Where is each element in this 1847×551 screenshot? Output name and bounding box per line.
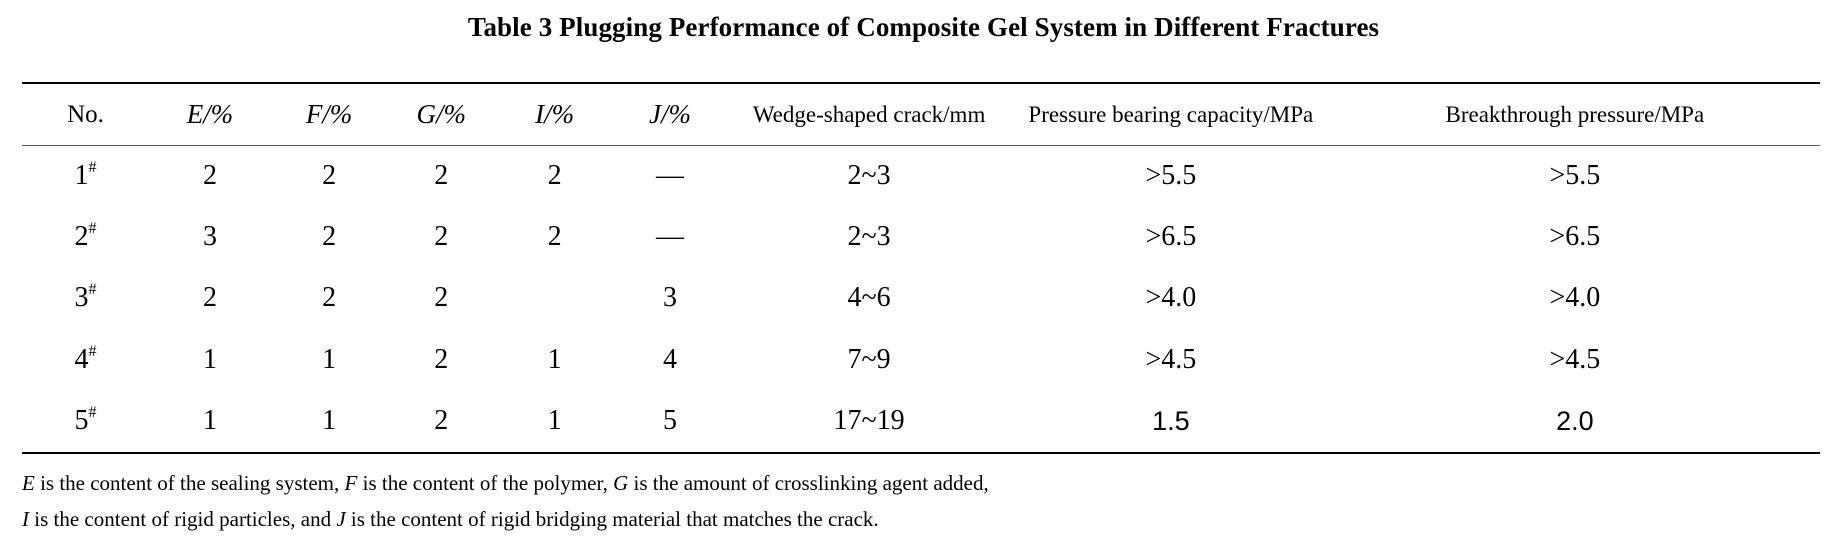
cell-breakthrough: >5.5 bbox=[1330, 145, 1820, 206]
cell-j: 3 bbox=[614, 268, 726, 329]
table-title: Table 3 Plugging Performance of Composit… bbox=[0, 12, 1847, 43]
header-wedge-crack: Wedge-shaped crack/mm bbox=[726, 84, 1012, 145]
row-mark: # bbox=[89, 343, 97, 360]
row-mark: # bbox=[89, 159, 97, 176]
cell-crack: 17~19 bbox=[726, 391, 1012, 452]
cell-f: 2 bbox=[271, 206, 387, 267]
row-number: 3 bbox=[75, 282, 89, 313]
row-mark: # bbox=[89, 404, 97, 421]
footnote-text: is the amount of crosslinking agent adde… bbox=[628, 471, 988, 495]
cell-g: 2 bbox=[387, 145, 495, 206]
footnote-text: is the content of the polymer, bbox=[357, 471, 613, 495]
cell-breakthrough: >4.0 bbox=[1330, 268, 1820, 329]
table-row: 3# 2 2 2 3 4~6 >4.0 >4.0 bbox=[22, 268, 1820, 329]
cell-no: 2# bbox=[22, 206, 149, 267]
cell-breakthrough: >6.5 bbox=[1330, 206, 1820, 267]
cell-no: 4# bbox=[22, 329, 149, 390]
cell-g: 2 bbox=[387, 268, 495, 329]
cell-e: 1 bbox=[149, 329, 271, 390]
cell-i: 2 bbox=[495, 145, 614, 206]
cell-g: 2 bbox=[387, 329, 495, 390]
cell-i bbox=[495, 268, 614, 329]
cell-j: 5 bbox=[614, 391, 726, 452]
cell-pressure: >5.5 bbox=[1012, 145, 1330, 206]
cell-i: 2 bbox=[495, 206, 614, 267]
footnote-text: is the content of the sealing system, bbox=[35, 471, 345, 495]
row-number: 4 bbox=[75, 344, 89, 375]
header-row: No. E/% F/% G/% I/% J/% Wedge-shaped cra… bbox=[22, 84, 1820, 145]
row-number: 1 bbox=[75, 160, 89, 191]
cell-j: 4 bbox=[614, 329, 726, 390]
cell-e: 1 bbox=[149, 391, 271, 452]
cell-i: 1 bbox=[495, 391, 614, 452]
header-j: J/% bbox=[614, 84, 726, 145]
footnote-text: is the content of rigid particles, and bbox=[29, 507, 336, 531]
cell-j: — bbox=[614, 206, 726, 267]
cell-no: 3# bbox=[22, 268, 149, 329]
cell-breakthrough: >4.5 bbox=[1330, 329, 1820, 390]
table-row: 4# 1 1 2 1 4 7~9 >4.5 >4.5 bbox=[22, 329, 1820, 390]
cell-f: 1 bbox=[271, 391, 387, 452]
plugging-performance-table: No. E/% F/% G/% I/% J/% Wedge-shaped cra… bbox=[22, 84, 1820, 452]
header-pressure-bearing: Pressure bearing capacity/MPa bbox=[1012, 84, 1330, 145]
cell-f: 1 bbox=[271, 329, 387, 390]
row-mark: # bbox=[89, 281, 97, 298]
cell-pressure: >6.5 bbox=[1012, 206, 1330, 267]
footnote-var-i: I bbox=[22, 507, 29, 531]
cell-i: 1 bbox=[495, 329, 614, 390]
footnote-line-1: E is the content of the sealing system, … bbox=[22, 465, 989, 501]
cell-e: 3 bbox=[149, 206, 271, 267]
header-e: E/% bbox=[149, 84, 271, 145]
cell-g: 2 bbox=[387, 391, 495, 452]
row-mark: # bbox=[89, 220, 97, 237]
cell-f: 2 bbox=[271, 145, 387, 206]
footnote-var-j: J bbox=[336, 507, 345, 531]
footnote-text: is the content of rigid bridging materia… bbox=[346, 507, 879, 531]
table-row: 2# 3 2 2 2 — 2~3 >6.5 >6.5 bbox=[22, 206, 1820, 267]
cell-f: 2 bbox=[271, 268, 387, 329]
cell-crack: 2~3 bbox=[726, 206, 1012, 267]
cell-no: 5# bbox=[22, 391, 149, 452]
row-number: 2 bbox=[75, 221, 89, 252]
cell-j: — bbox=[614, 145, 726, 206]
footnote-var-f: F bbox=[345, 471, 358, 495]
cell-g: 2 bbox=[387, 206, 495, 267]
cell-crack: 7~9 bbox=[726, 329, 1012, 390]
header-i: I/% bbox=[495, 84, 614, 145]
footnote-var-e: E bbox=[22, 471, 35, 495]
cell-pressure: >4.0 bbox=[1012, 268, 1330, 329]
footnote-line-2: I is the content of rigid particles, and… bbox=[22, 501, 989, 537]
cell-breakthrough: 2.0 bbox=[1330, 391, 1820, 452]
table-bottom-rule bbox=[22, 452, 1820, 454]
header-no: No. bbox=[22, 84, 149, 145]
header-f: F/% bbox=[271, 84, 387, 145]
table-row: 5# 1 1 2 1 5 17~19 1.5 2.0 bbox=[22, 391, 1820, 452]
header-breakthrough: Breakthrough pressure/MPa bbox=[1330, 84, 1820, 145]
cell-pressure: >4.5 bbox=[1012, 329, 1330, 390]
table-footnotes: E is the content of the sealing system, … bbox=[22, 465, 989, 537]
header-g: G/% bbox=[387, 84, 495, 145]
cell-crack: 2~3 bbox=[726, 145, 1012, 206]
cell-crack: 4~6 bbox=[726, 268, 1012, 329]
footnote-var-g: G bbox=[613, 471, 628, 495]
cell-pressure: 1.5 bbox=[1012, 391, 1330, 452]
cell-e: 2 bbox=[149, 145, 271, 206]
row-number: 5 bbox=[75, 405, 89, 436]
cell-e: 2 bbox=[149, 268, 271, 329]
table-row: 1# 2 2 2 2 — 2~3 >5.5 >5.5 bbox=[22, 145, 1820, 206]
cell-no: 1# bbox=[22, 145, 149, 206]
